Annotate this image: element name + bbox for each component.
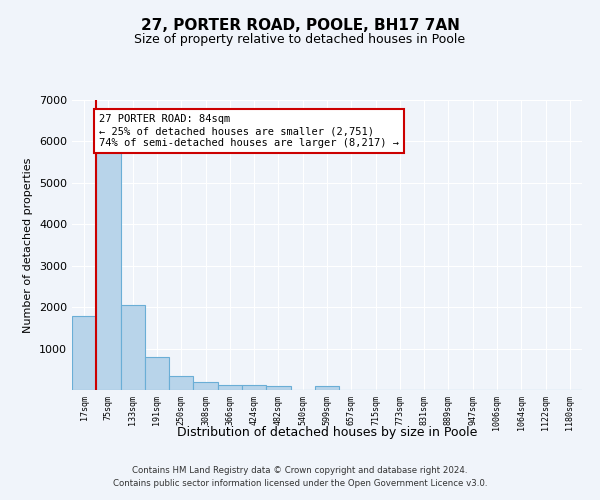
Bar — [315, 386, 339, 390]
Bar — [193, 382, 218, 390]
Text: 27 PORTER ROAD: 84sqm
← 25% of detached houses are smaller (2,751)
74% of semi-d: 27 PORTER ROAD: 84sqm ← 25% of detached … — [99, 114, 399, 148]
Bar — [266, 386, 290, 390]
Bar — [218, 385, 242, 390]
Bar — [121, 304, 145, 390]
Text: Size of property relative to detached houses in Poole: Size of property relative to detached ho… — [134, 32, 466, 46]
Text: Contains HM Land Registry data © Crown copyright and database right 2024.
Contai: Contains HM Land Registry data © Crown c… — [113, 466, 487, 487]
Bar — [145, 357, 169, 390]
Text: Distribution of detached houses by size in Poole: Distribution of detached houses by size … — [177, 426, 477, 439]
Bar — [242, 386, 266, 390]
Y-axis label: Number of detached properties: Number of detached properties — [23, 158, 34, 332]
Text: 27, PORTER ROAD, POOLE, BH17 7AN: 27, PORTER ROAD, POOLE, BH17 7AN — [140, 18, 460, 32]
Bar — [72, 316, 96, 390]
Bar — [96, 150, 121, 390]
Bar — [169, 376, 193, 390]
